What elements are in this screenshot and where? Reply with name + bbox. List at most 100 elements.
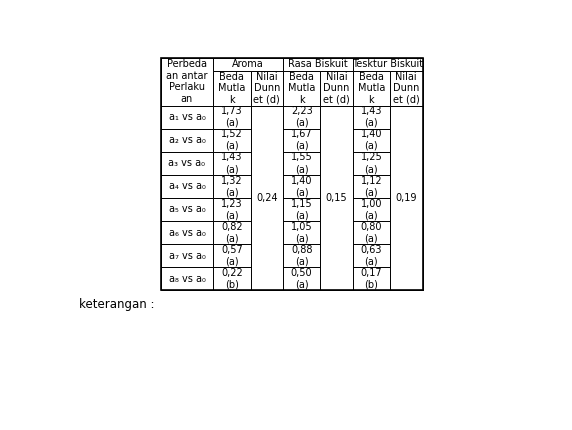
Bar bbox=[161, 152, 213, 175]
Bar bbox=[390, 198, 423, 221]
Bar bbox=[161, 267, 213, 290]
Text: 1,00
(a): 1,00 (a) bbox=[361, 199, 382, 220]
Text: Perbeda
an antar
Perlaku
an: Perbeda an antar Perlaku an bbox=[166, 59, 208, 104]
Bar bbox=[320, 221, 353, 244]
Bar bbox=[283, 58, 353, 71]
Text: Beda
Mutla
k: Beda Mutla k bbox=[288, 71, 315, 105]
Bar bbox=[390, 221, 423, 244]
Bar bbox=[283, 198, 320, 221]
Text: 1,25
(a): 1,25 (a) bbox=[360, 153, 382, 174]
Text: 0,24: 0,24 bbox=[256, 193, 277, 203]
Bar bbox=[251, 152, 283, 175]
Text: Aroma: Aroma bbox=[232, 59, 264, 69]
Text: 1,05
(a): 1,05 (a) bbox=[291, 222, 312, 243]
Bar bbox=[390, 267, 423, 290]
Text: a₅ vs a₀: a₅ vs a₀ bbox=[169, 204, 205, 215]
Bar bbox=[251, 221, 283, 244]
Bar bbox=[390, 105, 423, 290]
Bar bbox=[320, 198, 353, 221]
Bar bbox=[283, 267, 320, 290]
Bar bbox=[320, 267, 353, 290]
Text: 0,17
(b): 0,17 (b) bbox=[360, 268, 382, 289]
Text: keterangan :: keterangan : bbox=[80, 298, 155, 311]
Text: 1,12
(a): 1,12 (a) bbox=[360, 175, 382, 197]
Bar bbox=[320, 105, 353, 290]
Bar bbox=[161, 58, 213, 105]
Text: a₄ vs a₀: a₄ vs a₀ bbox=[169, 181, 205, 191]
Bar bbox=[213, 267, 251, 290]
Bar bbox=[353, 58, 423, 71]
Bar bbox=[353, 198, 390, 221]
Bar bbox=[390, 244, 423, 267]
Bar bbox=[213, 244, 251, 267]
Bar bbox=[353, 267, 390, 290]
Bar bbox=[161, 221, 213, 244]
Text: 0,63
(a): 0,63 (a) bbox=[361, 245, 382, 267]
Bar bbox=[390, 71, 423, 105]
Text: Nilai
Dunn
et (d): Nilai Dunn et (d) bbox=[253, 71, 280, 105]
Text: 1,40
(a): 1,40 (a) bbox=[361, 129, 382, 151]
Text: 0,88
(a): 0,88 (a) bbox=[291, 245, 312, 267]
Bar bbox=[353, 105, 390, 129]
Text: 1,23
(a): 1,23 (a) bbox=[221, 199, 243, 220]
Text: 2,23
(a): 2,23 (a) bbox=[291, 106, 312, 128]
Text: 0,50
(a): 0,50 (a) bbox=[291, 268, 312, 289]
Bar bbox=[320, 129, 353, 152]
Text: a₃ vs a₀: a₃ vs a₀ bbox=[169, 158, 205, 168]
Bar bbox=[283, 175, 320, 198]
Text: a₆ vs a₀: a₆ vs a₀ bbox=[169, 227, 205, 237]
Text: 1,43
(a): 1,43 (a) bbox=[361, 106, 382, 128]
Bar bbox=[251, 267, 283, 290]
Bar bbox=[161, 58, 423, 290]
Bar bbox=[283, 71, 320, 105]
Text: 0,22
(b): 0,22 (b) bbox=[221, 268, 243, 289]
Text: Nilai
Dunn
et (d): Nilai Dunn et (d) bbox=[323, 71, 350, 105]
Bar bbox=[283, 152, 320, 175]
Bar bbox=[283, 221, 320, 244]
Bar bbox=[161, 244, 213, 267]
Bar bbox=[353, 152, 390, 175]
Bar bbox=[320, 152, 353, 175]
Bar bbox=[320, 244, 353, 267]
Text: 0,82
(a): 0,82 (a) bbox=[221, 222, 243, 243]
Bar bbox=[251, 175, 283, 198]
Bar bbox=[390, 105, 423, 129]
Bar bbox=[320, 71, 353, 105]
Bar bbox=[283, 105, 320, 129]
Bar bbox=[251, 129, 283, 152]
Bar bbox=[353, 244, 390, 267]
Bar bbox=[390, 175, 423, 198]
Bar bbox=[213, 198, 251, 221]
Bar bbox=[353, 175, 390, 198]
Bar bbox=[161, 198, 213, 221]
Bar bbox=[353, 71, 390, 105]
Bar bbox=[390, 129, 423, 152]
Text: 0,57
(a): 0,57 (a) bbox=[221, 245, 243, 267]
Text: 1,15
(a): 1,15 (a) bbox=[291, 199, 312, 220]
Text: 0,15: 0,15 bbox=[325, 193, 347, 203]
Bar bbox=[161, 129, 213, 152]
Bar bbox=[213, 175, 251, 198]
Text: Nilai
Dunn
et (d): Nilai Dunn et (d) bbox=[393, 71, 420, 105]
Bar bbox=[353, 129, 390, 152]
Bar bbox=[283, 129, 320, 152]
Text: 1,67
(a): 1,67 (a) bbox=[291, 129, 312, 151]
Text: 1,52
(a): 1,52 (a) bbox=[221, 129, 243, 151]
Text: Tesktur Biskuit: Tesktur Biskuit bbox=[352, 59, 423, 69]
Text: a₁ vs a₀: a₁ vs a₀ bbox=[169, 112, 205, 122]
Bar bbox=[213, 152, 251, 175]
Text: a₇ vs a₀: a₇ vs a₀ bbox=[169, 251, 205, 261]
Bar bbox=[283, 244, 320, 267]
Bar bbox=[320, 105, 353, 129]
Bar bbox=[213, 105, 251, 129]
Bar bbox=[251, 105, 283, 290]
Bar bbox=[251, 71, 283, 105]
Text: a₈ vs a₀: a₈ vs a₀ bbox=[169, 274, 205, 284]
Text: 1,73
(a): 1,73 (a) bbox=[221, 106, 243, 128]
Bar bbox=[213, 71, 251, 105]
Bar bbox=[161, 105, 213, 129]
Text: 1,55
(a): 1,55 (a) bbox=[291, 153, 312, 174]
Text: a₂ vs a₀: a₂ vs a₀ bbox=[169, 135, 205, 145]
Bar bbox=[251, 198, 283, 221]
Bar bbox=[213, 129, 251, 152]
